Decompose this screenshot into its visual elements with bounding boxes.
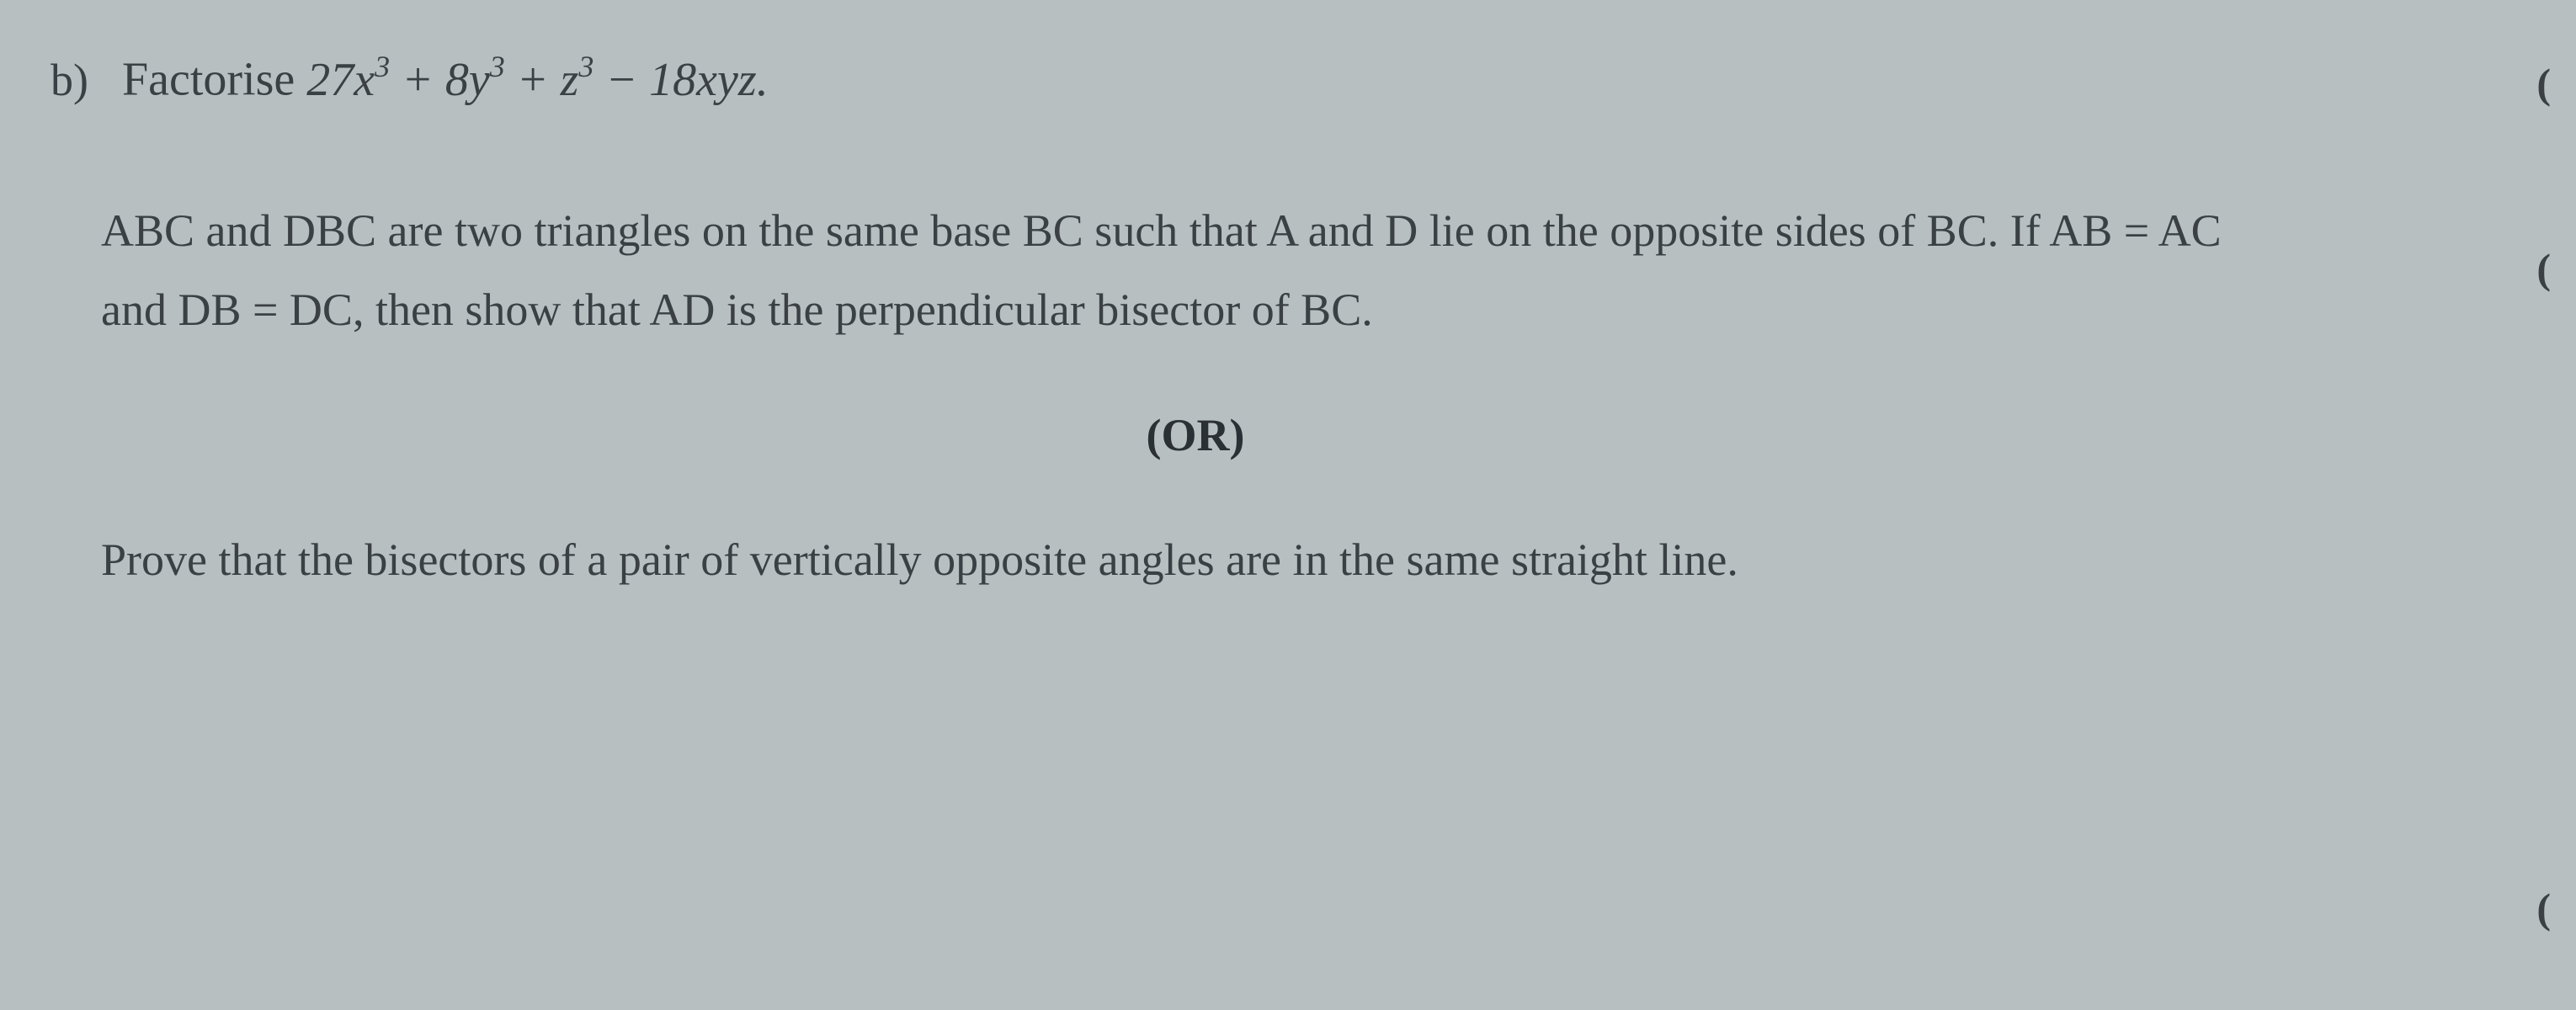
main-question-text: ABC and DBC are two triangles on the sam… <box>101 191 2290 350</box>
question-b-row: b) Factorise 27x3 + 8y3 + z3 − 18xyz. <box>51 50 2509 107</box>
alt-question-block: Prove that the bisectors of a pair of ve… <box>101 520 2340 600</box>
question-b-marker: b) <box>51 54 88 106</box>
or-divider: (OR) <box>0 409 2509 461</box>
or-label: (OR) <box>1147 410 1245 460</box>
main-question-block: ABC and DBC are two triangles on the sam… <box>101 191 2290 350</box>
alt-question-text: Prove that the bisectors of a pair of ve… <box>101 520 2340 600</box>
question-b-text: Factorise 27x3 + 8y3 + z3 − 18xyz. <box>122 50 769 107</box>
right-mark-2: ( <box>2536 244 2551 293</box>
factorise-prefix: Factorise <box>122 54 306 106</box>
math-expression: 27x3 + 8y3 + z3 − 18xyz. <box>306 54 768 106</box>
right-mark-1: ( <box>2536 59 2551 108</box>
right-mark-3: ( <box>2536 884 2551 933</box>
